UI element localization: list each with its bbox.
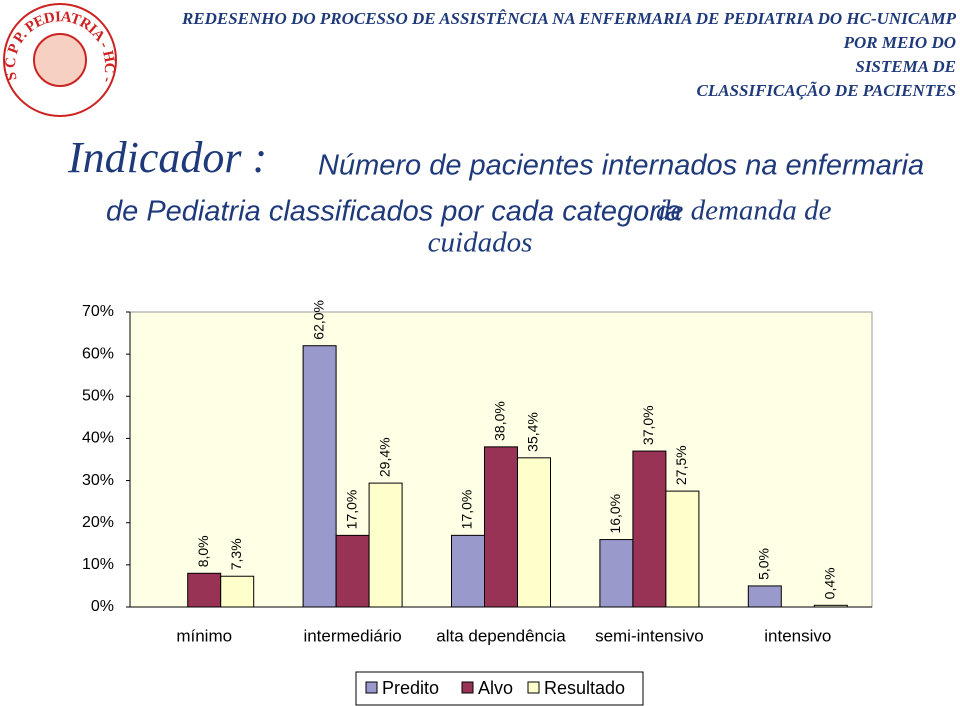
title-line: de demanda de bbox=[656, 195, 832, 227]
indicator-label: Indicador : bbox=[67, 133, 267, 182]
header-line: SISTEMA DE bbox=[855, 57, 956, 76]
bar bbox=[368, 482, 403, 608]
bar bbox=[220, 575, 255, 608]
data-label: 37,0% bbox=[640, 405, 656, 445]
bar bbox=[484, 446, 518, 608]
y-tick-label: 20% bbox=[82, 514, 114, 531]
data-label: 17,0% bbox=[459, 490, 475, 530]
y-tick-label: 0% bbox=[91, 598, 114, 615]
data-label: 17,0% bbox=[343, 490, 359, 530]
bar bbox=[335, 534, 370, 608]
data-label: 29,4% bbox=[376, 437, 392, 477]
bar bbox=[747, 585, 782, 608]
data-label: 8,0% bbox=[195, 535, 211, 567]
legend-label: Alvo bbox=[478, 678, 513, 698]
bar bbox=[632, 450, 667, 608]
bar bbox=[665, 490, 700, 608]
legend: Predito Alvo Resultado bbox=[355, 671, 644, 706]
y-tick-label: 70% bbox=[82, 303, 114, 320]
bar bbox=[187, 572, 222, 608]
bar bbox=[451, 534, 485, 608]
x-tick-label: mínimo bbox=[176, 626, 232, 645]
header-line: CLASSIFICAÇÃO DE PACIENTES bbox=[697, 81, 957, 100]
logo: S C P P. PEDIATRIA - HC - UNICAMP bbox=[0, 0, 117, 117]
title-line: cuidados bbox=[428, 227, 533, 259]
data-label: 7,3% bbox=[228, 538, 244, 570]
y-tick-label: 40% bbox=[82, 430, 114, 447]
y-tick-label: 10% bbox=[82, 556, 114, 573]
title-line: de Pediatria classificados por cada cate… bbox=[106, 196, 682, 228]
data-label: 16,0% bbox=[607, 494, 623, 534]
y-tick-label: 30% bbox=[82, 472, 114, 489]
data-label: 0,4% bbox=[822, 567, 838, 599]
data-label: 27,5% bbox=[673, 445, 689, 485]
bar bbox=[517, 457, 551, 608]
x-tick-label: semi-intensivo bbox=[595, 626, 704, 645]
header-line: POR MEIO DO bbox=[843, 33, 956, 52]
legend-box bbox=[355, 671, 644, 706]
legend-swatch bbox=[365, 681, 378, 694]
x-tick-label: intermediário bbox=[303, 626, 401, 645]
data-label: 35,4% bbox=[525, 412, 541, 452]
bar bbox=[599, 539, 634, 608]
logo-face bbox=[33, 33, 87, 87]
x-tick-label: intensivo bbox=[764, 626, 831, 645]
y-tick-label: 50% bbox=[82, 388, 114, 405]
legend-label: Resultado bbox=[544, 678, 625, 698]
title-line: Número de pacientes internados na enferm… bbox=[318, 150, 924, 182]
legend-swatch bbox=[527, 681, 540, 694]
data-label: 62,0% bbox=[310, 300, 326, 340]
data-label: 38,0% bbox=[492, 401, 508, 441]
y-tick-label: 60% bbox=[82, 345, 114, 362]
header-line: REDESENHO DO PROCESSO DE ASSISTÊNCIA NA … bbox=[181, 9, 957, 28]
bar bbox=[302, 345, 337, 608]
legend-swatch bbox=[461, 681, 474, 694]
legend-label: Predito bbox=[382, 678, 439, 698]
logo-ring bbox=[3, 3, 117, 117]
data-label: 5,0% bbox=[756, 548, 772, 580]
x-tick-label: alta dependência bbox=[436, 626, 566, 645]
